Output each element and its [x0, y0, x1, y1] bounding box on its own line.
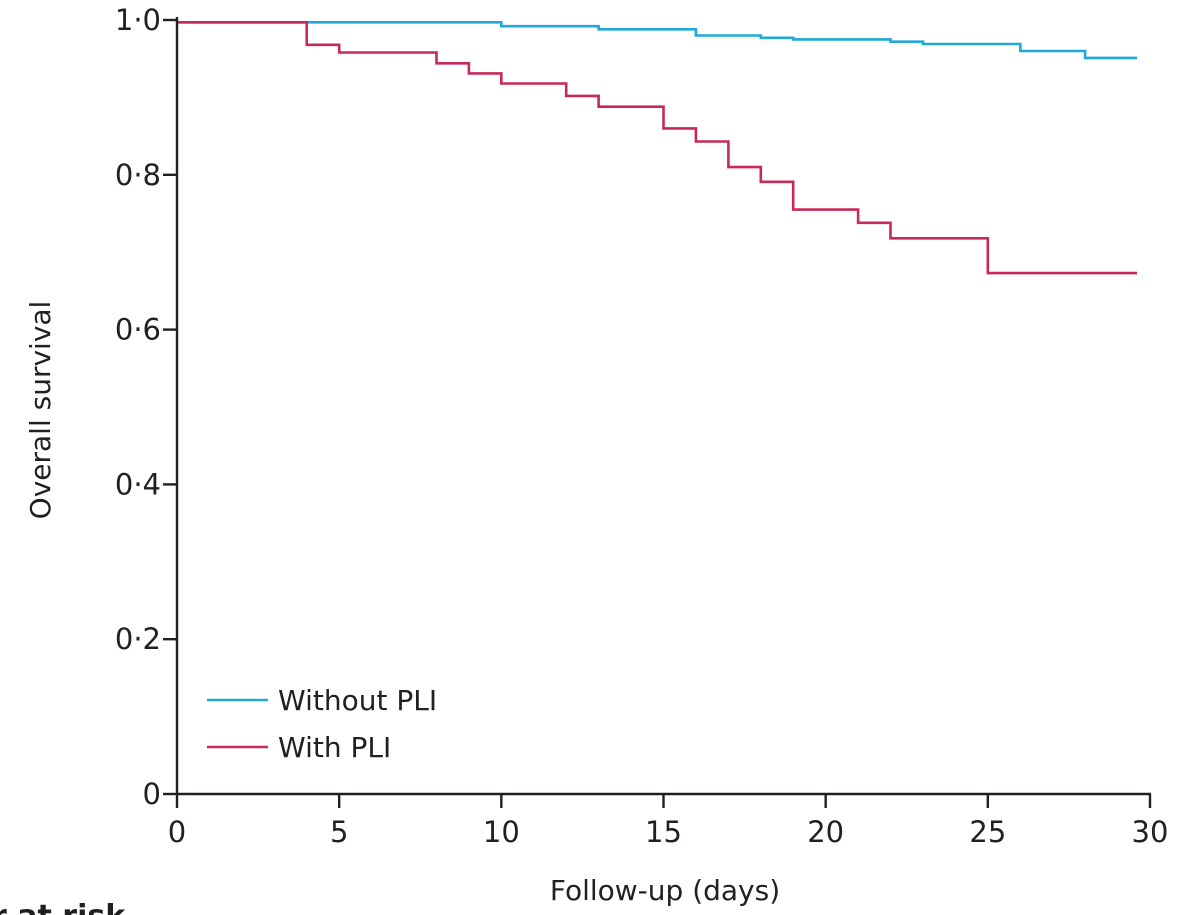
y-tick-label: 0·8	[115, 158, 161, 192]
series-line-with-pli	[177, 21, 1137, 275]
x-tick-label: 10	[483, 815, 520, 849]
x-tick-label: 25	[969, 815, 1006, 849]
y-tick-label: 0·4	[115, 467, 161, 501]
axes-layer: 0 0·2 0·4 0·6 0·8 1·0 0 5 10 15 20 25 30	[115, 3, 1169, 849]
series-layer	[177, 21, 1137, 275]
series-line-without-pli	[177, 21, 1137, 60]
legend-label-with-pli: With PLI	[278, 731, 391, 764]
y-tick-label: 0·2	[115, 622, 161, 656]
x-tick-label: 5	[330, 815, 348, 849]
legend-label-without-pli: Without PLI	[278, 684, 437, 717]
x-tick-label: 0	[168, 815, 186, 849]
number-at-risk-label: r at risk	[0, 899, 126, 915]
x-tick-label: 15	[645, 815, 682, 849]
x-tick-label: 20	[807, 815, 844, 849]
legend: Without PLI With PLI	[207, 684, 437, 764]
y-tick-label: 0·6	[115, 313, 161, 347]
x-axis-label: Follow-up (days)	[550, 874, 780, 907]
y-axis-label: Overall survival	[24, 301, 57, 520]
y-tick-label: 1·0	[115, 3, 161, 37]
y-tick-label: 0	[143, 777, 161, 811]
x-tick-label: 30	[1132, 815, 1169, 849]
